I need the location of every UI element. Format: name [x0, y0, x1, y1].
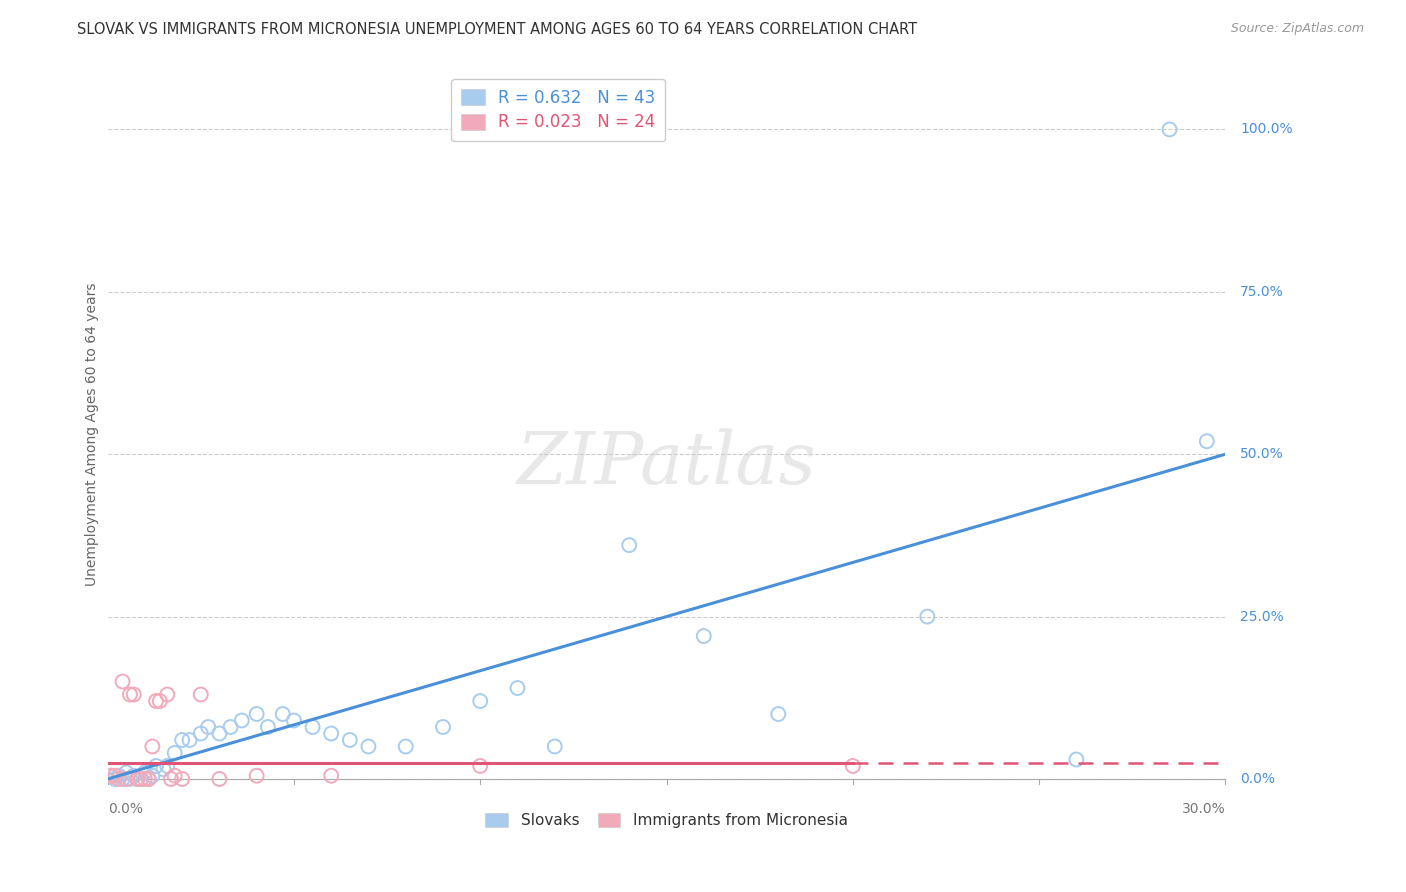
Point: [115, 765, 138, 780]
Point: [506, 681, 529, 695]
Point: [149, 694, 172, 708]
Point: [470, 759, 492, 773]
Point: [470, 694, 492, 708]
Text: 30.0%: 30.0%: [1181, 802, 1226, 815]
Legend: Slovaks, Immigrants from Micronesia: Slovaks, Immigrants from Micronesia: [479, 806, 853, 834]
Text: 50.0%: 50.0%: [1240, 447, 1284, 461]
Point: [246, 769, 269, 783]
Text: 75.0%: 75.0%: [1240, 285, 1284, 299]
Text: 0.0%: 0.0%: [1240, 772, 1275, 786]
Point: [145, 759, 167, 773]
Point: [842, 759, 865, 773]
Point: [197, 720, 219, 734]
Point: [108, 769, 131, 783]
Point: [122, 769, 145, 783]
Point: [257, 720, 280, 734]
Text: 25.0%: 25.0%: [1240, 609, 1284, 624]
Point: [395, 739, 418, 754]
Point: [156, 759, 179, 773]
Point: [141, 769, 163, 783]
Point: [127, 772, 149, 786]
Point: [1159, 122, 1181, 136]
Point: [172, 733, 194, 747]
Point: [339, 733, 361, 747]
Point: [104, 772, 127, 786]
Point: [118, 688, 141, 702]
Point: [100, 769, 122, 783]
Point: [160, 772, 183, 786]
Point: [768, 706, 790, 721]
Point: [141, 739, 163, 754]
Point: [152, 762, 174, 776]
Point: [108, 772, 131, 786]
Point: [163, 769, 186, 783]
Point: [246, 706, 269, 721]
Point: [115, 772, 138, 786]
Point: [917, 609, 939, 624]
Point: [172, 772, 194, 786]
Text: ZIPatlas: ZIPatlas: [517, 428, 817, 499]
Point: [190, 726, 212, 740]
Point: [432, 720, 454, 734]
Point: [111, 772, 134, 786]
Point: [271, 706, 294, 721]
Point: [163, 746, 186, 760]
Text: SLOVAK VS IMMIGRANTS FROM MICRONESIA UNEMPLOYMENT AMONG AGES 60 TO 64 YEARS CORR: SLOVAK VS IMMIGRANTS FROM MICRONESIA UNE…: [77, 22, 918, 37]
Point: [179, 733, 201, 747]
Point: [138, 772, 160, 786]
Point: [129, 772, 152, 786]
Point: [283, 714, 305, 728]
Point: [321, 769, 343, 783]
Point: [129, 772, 152, 786]
Point: [208, 772, 231, 786]
Point: [321, 726, 343, 740]
Point: [111, 674, 134, 689]
Point: [134, 772, 156, 786]
Point: [219, 720, 242, 734]
Text: Source: ZipAtlas.com: Source: ZipAtlas.com: [1230, 22, 1364, 36]
Point: [122, 688, 145, 702]
Point: [301, 720, 323, 734]
Text: 100.0%: 100.0%: [1240, 122, 1294, 136]
Point: [138, 772, 160, 786]
Point: [693, 629, 716, 643]
Point: [231, 714, 253, 728]
Point: [357, 739, 380, 754]
Point: [544, 739, 567, 754]
Point: [1066, 752, 1088, 766]
Point: [134, 765, 156, 780]
Point: [619, 538, 641, 552]
Point: [190, 688, 212, 702]
Point: [145, 694, 167, 708]
Point: [127, 772, 149, 786]
Point: [100, 769, 122, 783]
Point: [118, 772, 141, 786]
Point: [1195, 434, 1218, 449]
Point: [104, 769, 127, 783]
Point: [208, 726, 231, 740]
Y-axis label: Unemployment Among Ages 60 to 64 years: Unemployment Among Ages 60 to 64 years: [86, 283, 100, 586]
Text: 0.0%: 0.0%: [108, 802, 142, 815]
Point: [156, 688, 179, 702]
